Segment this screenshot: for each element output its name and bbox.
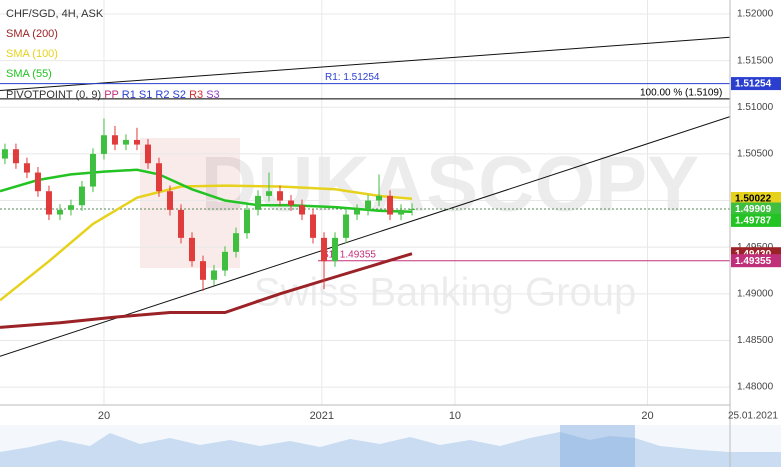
- price-marker: [731, 213, 781, 227]
- chart-title: CHF/SGD, 4H, ASK: [6, 8, 104, 20]
- price-marker-label: 1.49355: [735, 256, 772, 267]
- candle-body: [12, 149, 19, 164]
- candle-body: [332, 237, 339, 262]
- candle-body: [398, 209, 405, 215]
- price-marker-label: 1.51254: [735, 79, 772, 90]
- sma-line: [0, 184, 413, 302]
- candle-body: [387, 195, 394, 215]
- candle-body: [78, 186, 85, 206]
- candle-body: [210, 270, 217, 280]
- watermark-subtext: Swiss Banking Group: [254, 271, 636, 315]
- pivot-legend: PIVOTPOINT (0, 9) PP R1 S1 R2 S2 R3 S3: [6, 89, 220, 101]
- y-tick-label: 1.52000: [737, 9, 774, 20]
- y-tick-label: 1.48500: [737, 335, 774, 346]
- candle-body: [354, 209, 361, 215]
- candle-body: [67, 205, 74, 210]
- legend-entry: R1: [122, 89, 136, 101]
- price-marker: [731, 202, 781, 216]
- candle-body: [365, 200, 372, 210]
- trend-line: [0, 36, 731, 91]
- legend-entry: R3: [189, 89, 203, 101]
- navigator: [0, 425, 781, 467]
- legend-entry: S3: [206, 89, 219, 101]
- legend-entry: SMA (100): [6, 48, 58, 60]
- candle-body: [321, 237, 328, 262]
- candle-body: [376, 195, 383, 201]
- candle-body: [343, 214, 350, 238]
- legend-entry: R2: [155, 89, 169, 101]
- x-tick-label: 20: [641, 410, 653, 422]
- plot-layer: R1: 1.51254 100.00 % (1.5109) S1: 1.49355: [0, 0, 731, 405]
- price-marker: [731, 191, 781, 205]
- legend-entry: SMA (200): [6, 28, 58, 40]
- candle-body: [111, 135, 118, 145]
- candle-body: [310, 214, 317, 238]
- navigator-window[interactable]: [560, 425, 635, 467]
- candle-body: [244, 209, 251, 234]
- level-label: S1: 1.49355: [322, 249, 376, 260]
- candle-body: [232, 233, 239, 252]
- legend-entry: PP: [104, 89, 118, 101]
- y-tick-label: 1.50500: [737, 149, 774, 160]
- level-label: R1: 1.51254: [325, 72, 380, 83]
- y-tick-label: 1.48000: [737, 382, 774, 393]
- date-label: 25.01.2021: [728, 411, 778, 422]
- legend-entry: S1: [139, 89, 152, 101]
- candle-body: [100, 135, 107, 154]
- candle-body: [155, 163, 162, 192]
- candle-body: [299, 205, 306, 215]
- sma-line: [0, 168, 413, 213]
- watermark-text: DUKASCOPY: [201, 140, 699, 228]
- y-tick-label: 1.51000: [737, 102, 774, 113]
- candle-body: [288, 200, 295, 206]
- candle-body: [56, 209, 63, 215]
- candle-body: [166, 191, 173, 210]
- candle-body: [221, 251, 228, 271]
- candle-body: [122, 139, 129, 145]
- y-tick-label: 1.49000: [737, 288, 774, 299]
- candle-body: [266, 191, 273, 196]
- legend-entry: PIVOTPOINT (0, 9): [6, 89, 101, 101]
- sma-line: [0, 252, 413, 329]
- navigator-area: [0, 432, 781, 467]
- price-marker-label: 1.49909: [735, 204, 772, 215]
- price-marker-label: 1.50022: [735, 194, 772, 205]
- x-tick-label: 20: [98, 410, 110, 422]
- candle-body: [409, 208, 416, 210]
- legend-entry: S2: [173, 89, 186, 101]
- price-marker: [731, 77, 781, 91]
- candle-body: [144, 144, 151, 164]
- price-marker: [731, 254, 781, 268]
- price-marker-label: 1.49787: [735, 216, 772, 227]
- candle-body: [34, 172, 41, 192]
- x-tick-label: 10: [449, 410, 461, 422]
- candle-body: [255, 195, 262, 210]
- candle-body: [199, 261, 206, 280]
- candle-body: [133, 139, 140, 145]
- candle-body: [177, 209, 184, 238]
- candle-body: [45, 191, 52, 215]
- candle-body: [1, 149, 8, 159]
- candle-body: [23, 163, 30, 173]
- legend-entry: SMA (55): [6, 68, 52, 80]
- candle-body: [188, 237, 195, 262]
- candle-body: [277, 191, 284, 201]
- y-tick-label: 1.51500: [737, 55, 774, 66]
- candle-body: [89, 153, 96, 187]
- x-tick-label: 2021: [310, 410, 334, 422]
- level-label: 100.00 % (1.5109): [640, 88, 722, 99]
